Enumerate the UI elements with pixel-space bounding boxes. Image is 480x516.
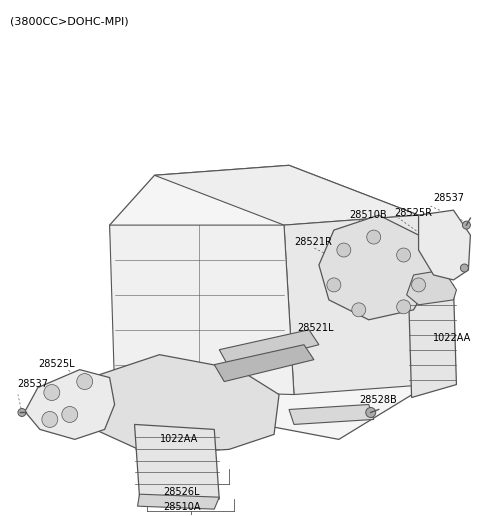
Polygon shape bbox=[109, 165, 429, 440]
Polygon shape bbox=[88, 354, 279, 454]
Polygon shape bbox=[138, 494, 219, 509]
Circle shape bbox=[462, 221, 470, 229]
Text: (3800CC>DOHC-MPI): (3800CC>DOHC-MPI) bbox=[10, 17, 129, 27]
Circle shape bbox=[42, 411, 58, 427]
Polygon shape bbox=[155, 165, 419, 225]
Text: 1022AA: 1022AA bbox=[159, 434, 198, 444]
Text: 28521R: 28521R bbox=[294, 237, 332, 247]
Polygon shape bbox=[109, 225, 294, 395]
Polygon shape bbox=[219, 330, 319, 367]
Circle shape bbox=[411, 278, 426, 292]
Text: 28510A: 28510A bbox=[164, 502, 201, 512]
Circle shape bbox=[77, 374, 93, 390]
Polygon shape bbox=[214, 345, 314, 381]
Polygon shape bbox=[407, 270, 456, 305]
Circle shape bbox=[62, 407, 78, 423]
Polygon shape bbox=[134, 425, 219, 499]
Polygon shape bbox=[419, 210, 470, 280]
Circle shape bbox=[337, 243, 351, 257]
Polygon shape bbox=[25, 369, 115, 440]
Text: 1022AA: 1022AA bbox=[432, 333, 471, 343]
Polygon shape bbox=[408, 285, 456, 397]
Circle shape bbox=[460, 264, 468, 272]
Circle shape bbox=[352, 303, 366, 317]
Circle shape bbox=[367, 230, 381, 244]
Polygon shape bbox=[319, 215, 433, 320]
Circle shape bbox=[44, 384, 60, 400]
Text: 28525R: 28525R bbox=[395, 208, 432, 218]
Text: 28521L: 28521L bbox=[297, 323, 334, 333]
Circle shape bbox=[396, 300, 410, 314]
Text: 28528B: 28528B bbox=[359, 395, 396, 405]
Text: 28526L: 28526L bbox=[163, 487, 200, 497]
Circle shape bbox=[18, 409, 26, 416]
Circle shape bbox=[366, 408, 376, 417]
Text: 28537: 28537 bbox=[433, 193, 465, 203]
Circle shape bbox=[327, 278, 341, 292]
Circle shape bbox=[396, 248, 410, 262]
Polygon shape bbox=[289, 405, 374, 425]
Polygon shape bbox=[284, 215, 429, 395]
Text: 28525L: 28525L bbox=[38, 359, 74, 368]
Text: 28537: 28537 bbox=[17, 379, 48, 389]
Text: 28510B: 28510B bbox=[349, 210, 386, 220]
